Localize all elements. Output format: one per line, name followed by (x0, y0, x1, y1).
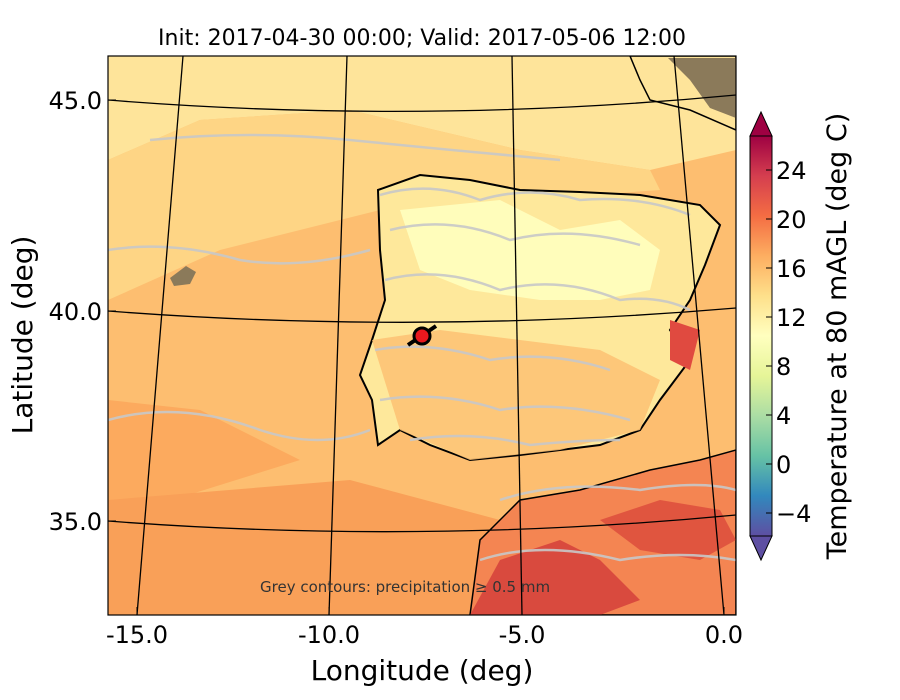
east-hot-spot (670, 320, 700, 370)
colorbar-tick-label: 16 (776, 255, 807, 283)
africa-hot-zone-2 (600, 500, 736, 560)
colorbar-tick-label: 24 (776, 157, 807, 185)
parallel-35 (108, 514, 736, 533)
pyrenees-terrain (668, 58, 736, 118)
meridian-minus10 (328, 56, 348, 615)
x-tick-label: -10.0 (298, 621, 360, 649)
map-frame (107, 55, 737, 616)
colorbar-tick-label: 0 (776, 451, 791, 479)
sea-southwest-warm (108, 480, 520, 615)
colorbar-min-arrow (749, 535, 773, 562)
island-terrain (170, 266, 196, 286)
y-tick-label: 35.0 (49, 508, 102, 536)
map-area: Grey contours: precipitation ≥ 0.5 mm (108, 56, 736, 615)
colorbar: −4 0 4 8 12 16 20 24 Temperature at 80 m… (749, 110, 853, 562)
precip-contours (108, 133, 736, 562)
y-tick-label: 45.0 (49, 87, 102, 115)
meridian-0 (673, 56, 725, 615)
graticule (108, 56, 736, 615)
x-tick-marks (136, 607, 725, 615)
y-axis-label: Latitude (deg) (6, 236, 39, 435)
colorbar-tick-label: 20 (776, 206, 807, 234)
sea-north-cool (108, 56, 736, 170)
x-tick-label: -5.0 (499, 621, 546, 649)
colorbar-bar (749, 135, 773, 537)
y-tick-marks (108, 99, 116, 522)
africa-hot-zone (470, 540, 640, 615)
interior-cool-zone (400, 200, 660, 300)
x-axis-label: Longitude (deg) (311, 654, 534, 687)
y-tick-label: 40.0 (49, 298, 102, 326)
colorbar-tick-label: 8 (776, 353, 791, 381)
parallel-40 (108, 307, 736, 323)
x-tick-label: 0.0 (705, 621, 743, 649)
colorbar-max-arrow (749, 110, 773, 137)
precip-annotation: Grey contours: precipitation ≥ 0.5 mm (260, 578, 550, 596)
colorbar-label: Temperature at 80 mAGL (deg C) (822, 113, 853, 561)
sea-west-warm (108, 400, 300, 520)
colorbar-tick-label: 12 (776, 304, 807, 332)
parallel-45 (108, 94, 736, 113)
colorbar-tick-label: −4 (776, 500, 811, 528)
meridian-minus5 (511, 56, 523, 615)
map-title: Init: 2017-04-30 00:00; Valid: 2017-05-0… (158, 26, 686, 51)
colorbar-tick-label: 4 (776, 402, 791, 430)
site-marker (412, 326, 432, 346)
x-tick-label: -15.0 (106, 621, 168, 649)
meridian-minus15 (136, 56, 184, 615)
